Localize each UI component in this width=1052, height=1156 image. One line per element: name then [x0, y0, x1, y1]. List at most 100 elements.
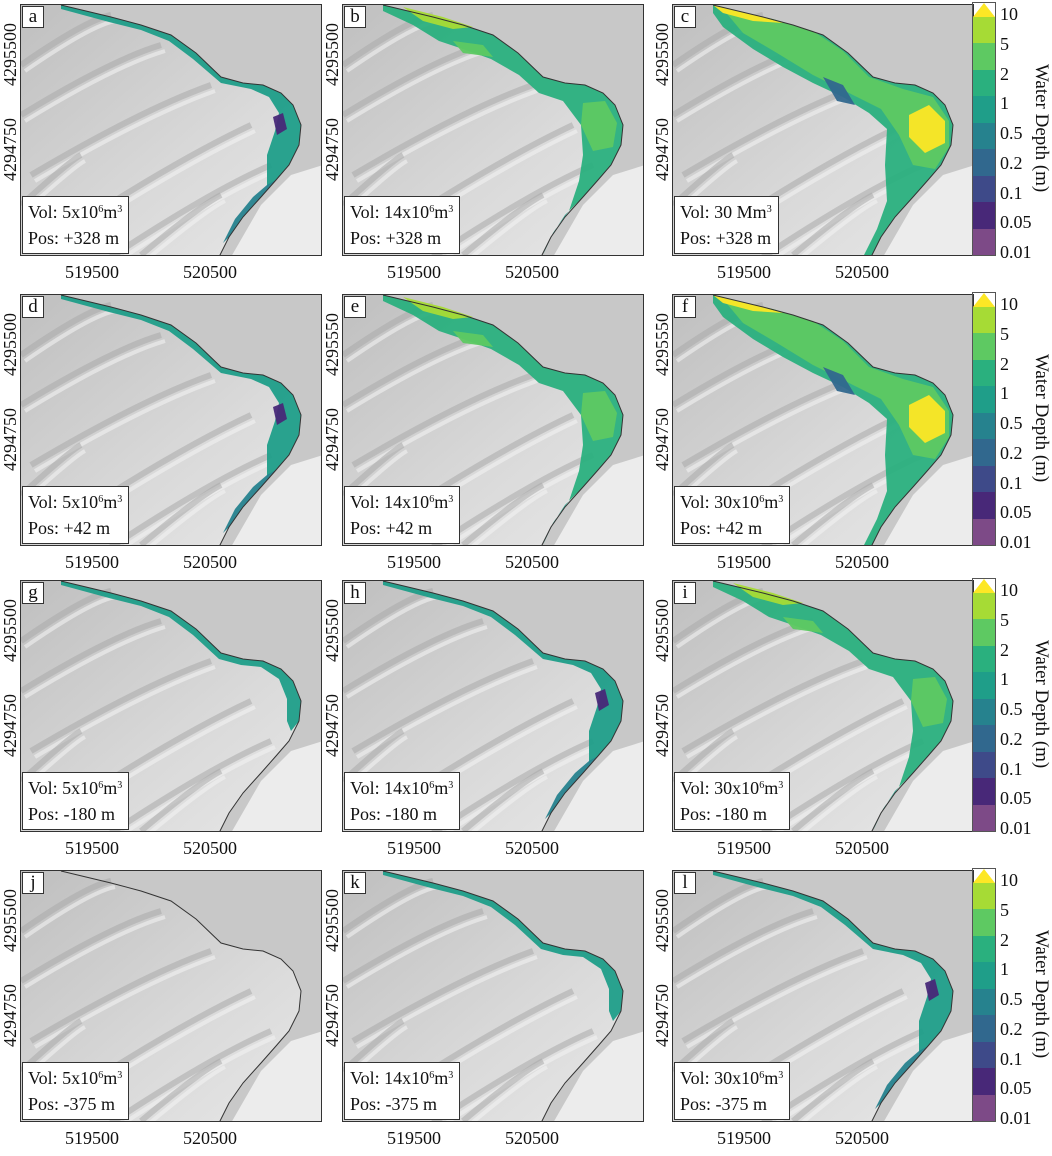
colorbar-segment	[973, 307, 995, 334]
y-tick-label: 4294750	[322, 694, 342, 757]
scenario-label: Vol: 30x106m3 Pos: -375 m	[674, 1062, 791, 1120]
volume-text: Vol: 14x10	[350, 1068, 430, 1088]
x-tick-label: 519500	[717, 262, 771, 282]
colorbar-tick-label: 0.01	[1000, 1108, 1032, 1128]
flood-area	[713, 871, 953, 1053]
panel-letter: g	[22, 582, 44, 604]
y-tick-label: 4295500	[0, 23, 20, 86]
x-tick-label: 519500	[717, 838, 771, 858]
volume-label: Vol: 5x106m3	[28, 1065, 122, 1091]
flood-area	[723, 299, 949, 459]
y-tick-label: 4295500	[0, 889, 20, 952]
coastline	[60, 581, 302, 831]
colorbar-segment	[973, 465, 995, 493]
colorbar-segment	[973, 43, 995, 70]
flood-area	[723, 9, 949, 169]
colorbar-tick-label: 2	[1000, 929, 1009, 950]
colorbar-extend-arrow	[973, 3, 995, 17]
volume-unit-exponent: 3	[117, 204, 123, 215]
colorbar-tick-label: 0.2	[1000, 1018, 1023, 1039]
panel-letter: a	[22, 6, 44, 28]
volume-text: Vol: 14x10	[350, 202, 430, 222]
flood-area	[273, 113, 287, 135]
colorbar-tick-label: 0.1	[1000, 758, 1023, 779]
volume-exponent: 6	[759, 1070, 765, 1081]
colorbar-tick-label: 1	[1000, 959, 1009, 980]
x-tick-label: 520500	[505, 1128, 559, 1148]
colorbar-segment	[973, 988, 995, 1016]
flood-area	[383, 581, 623, 763]
volume-unit: m	[764, 492, 779, 512]
x-tick-label: 520500	[183, 1128, 237, 1148]
position-label: Pos: +328 m	[680, 228, 772, 248]
colorbar-tick-label: 10	[1000, 580, 1018, 600]
panel-letter: e	[344, 296, 366, 318]
scenario-label: Vol: 14x106m3 Pos: +328 m	[344, 196, 461, 254]
x-tick-label: 520500	[505, 262, 559, 282]
scenario-label: Vol: 14x106m3 Pos: -375 m	[344, 1062, 461, 1120]
colorbar-title: Water Depth (m)	[1031, 930, 1052, 1059]
y-tick-label: 4295500	[652, 599, 672, 662]
volume-label: Vol: 14x106m3	[350, 489, 453, 515]
volume-text: Vol: 5x10	[28, 492, 99, 512]
colorbar-tick-label: 5	[1000, 33, 1009, 54]
map-panel-g: g Vol: 5x106m3 Pos: -180 m	[20, 580, 322, 832]
x-tick-label: 520500	[505, 838, 559, 858]
volume-unit-exponent: 3	[448, 204, 454, 215]
volume-exponent: 6	[759, 494, 765, 505]
volume-text: Vol: 5x10	[28, 202, 99, 222]
volume-unit-exponent: 3	[448, 1070, 454, 1081]
colorbar-tick-label: 5	[1000, 609, 1009, 630]
scenario-label: Vol: 14x106m3 Pos: -180 m	[344, 772, 461, 830]
colorbar-tick-label: 0.05	[1000, 502, 1032, 523]
volume-unit: m	[103, 202, 118, 222]
volume-text: Vol: 30 Mm	[680, 202, 767, 222]
volume-unit-exponent: 3	[117, 780, 123, 791]
colorbar	[972, 578, 996, 832]
volume-unit-exponent: 3	[117, 494, 123, 505]
colorbar-tick-label: 10	[1000, 294, 1018, 314]
volume-unit: m	[764, 1068, 779, 1088]
y-tick-label: 4294750	[652, 694, 672, 757]
colorbar-segment	[973, 492, 995, 519]
scenario-label: Vol: 5x106m3 Pos: +42 m	[22, 486, 130, 544]
colorbar-segment	[973, 412, 995, 440]
coastline	[60, 295, 302, 545]
flood-area	[713, 581, 953, 787]
flood-area	[925, 979, 939, 1001]
volume-unit-exponent: 3	[448, 780, 454, 791]
colorbar-segment	[973, 751, 995, 779]
map-panel-h: h Vol: 14x106m3 Pos: -180 m	[342, 580, 644, 832]
colorbar-tick-label: 5	[1000, 899, 1009, 920]
flood-area	[383, 295, 623, 501]
flood-area	[581, 101, 617, 151]
volume-unit: m	[434, 1068, 449, 1088]
flood-area	[273, 403, 287, 425]
map-frame	[342, 870, 644, 1122]
flood-area	[61, 295, 301, 477]
y-tick-label: 4295500	[652, 23, 672, 86]
coastline	[382, 871, 624, 1121]
volume-label: Vol: 30x106m3	[680, 1065, 783, 1091]
volume-unit: m	[434, 492, 449, 512]
panel-letter: d	[22, 296, 44, 318]
flood-area	[595, 689, 609, 711]
scenario-label: Vol: 30x106m3 Pos: -180 m	[674, 772, 791, 830]
volume-unit: m	[434, 778, 449, 798]
flood-area	[713, 5, 953, 255]
y-tick-label: 4294750	[322, 984, 342, 1047]
colorbar-segment	[973, 1041, 995, 1069]
position-label: Pos: -180 m	[680, 804, 768, 824]
volume-exponent: 6	[429, 1070, 435, 1081]
panel-letter: i	[674, 582, 696, 604]
colorbar-title: Water Depth (m)	[1031, 640, 1052, 769]
coastline	[60, 5, 302, 255]
x-tick-label: 519500	[387, 552, 441, 572]
colorbar-extend-arrow	[973, 579, 995, 593]
x-tick-label: 519500	[65, 838, 119, 858]
map-frame	[672, 294, 974, 546]
volume-text: Vol: 5x10	[28, 1068, 99, 1088]
x-tick-label: 519500	[717, 552, 771, 572]
colorbar-tick-label: 0.05	[1000, 212, 1032, 233]
y-tick-label: 4295500	[322, 599, 342, 662]
